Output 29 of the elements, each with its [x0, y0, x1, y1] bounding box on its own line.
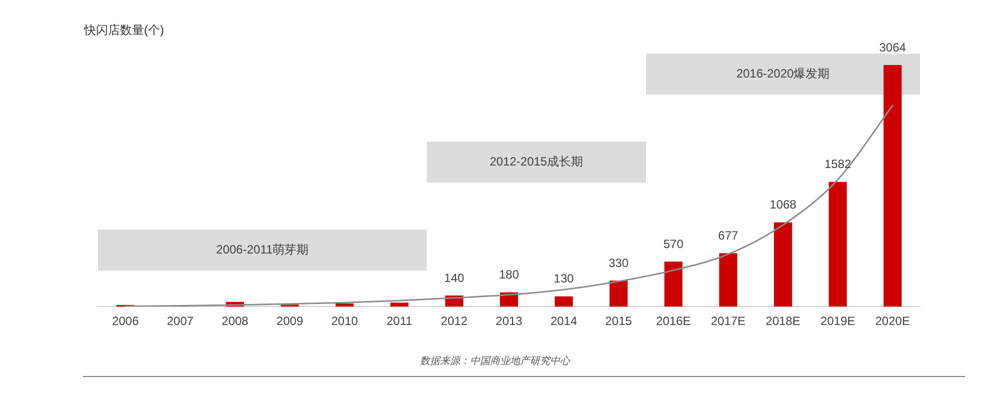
data-label: 677	[718, 228, 739, 243]
x-tick-label: 2016E	[656, 314, 691, 328]
x-tick-label: 2010	[331, 314, 358, 328]
x-tick-label: 2007	[166, 314, 194, 328]
data-label: 330	[608, 256, 629, 270]
data-label: 1068	[770, 198, 797, 212]
x-tick-label: 2015	[605, 314, 632, 328]
data-label: 130	[554, 272, 574, 286]
x-tick-label: 2020E	[875, 314, 910, 328]
x-tick-label: 2009	[276, 314, 304, 328]
x-tick-label: 2018E	[766, 314, 800, 328]
x-tick-label: 2013	[496, 314, 523, 328]
x-tick-label: 2017E	[710, 314, 746, 328]
data-label: 140	[444, 270, 465, 285]
x-tick-label: 2019E	[820, 314, 856, 328]
band-label: 2016-2020爆发期	[736, 66, 830, 80]
source-note: 数据来源：中国商业地产研究中心	[420, 354, 570, 368]
data-label: 570	[663, 236, 684, 251]
x-tick-label: 2011	[386, 314, 413, 328]
data-label: 3064	[879, 40, 906, 54]
x-tick-label: 2006	[112, 314, 140, 328]
data-label: 180	[498, 268, 520, 282]
x-tick-label: 2012	[440, 314, 468, 328]
x-tick-label: 2008	[222, 314, 249, 328]
band-label: 2012-2015成长期	[490, 154, 584, 168]
band-label: 2006-2011萌芽期	[216, 242, 309, 256]
data-label: 1582	[824, 157, 852, 172]
chart-title: 快闪店数量(个)	[84, 22, 164, 39]
x-tick-label: 2014	[550, 314, 578, 328]
